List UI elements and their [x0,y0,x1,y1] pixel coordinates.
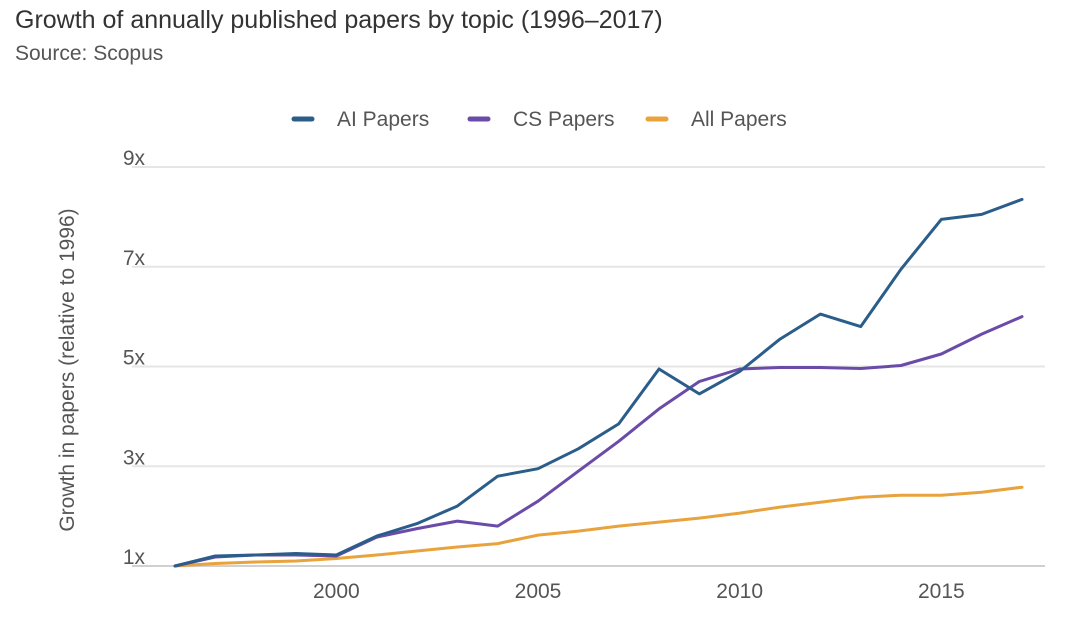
gridlines [132,166,1045,567]
series-line-all-papers [173,485,1024,568]
series-lines [173,197,1024,568]
chart-title: Growth of annually published papers by t… [15,6,663,34]
legend: AI Papers CS Papers All Papers [291,108,787,131]
legend-label: AI Papers [337,108,429,131]
x-tick-label: 2015 [918,580,965,603]
chart-subtitle: Source: Scopus [15,42,164,65]
y-tick-label: 9x [123,147,146,170]
x-tick-label: 2010 [716,580,763,603]
y-axis-ticks: 1x 3x 5x 7x 9x [123,147,146,569]
y-tick-label: 3x [123,446,146,469]
legend-label: All Papers [691,108,787,131]
x-axis-ticks: 2000 2005 2010 2015 [313,580,965,603]
y-tick-label: 7x [123,247,146,270]
y-tick-label: 1x [123,546,146,569]
legend-label: CS Papers [513,108,615,131]
x-tick-label: 2000 [313,580,360,603]
x-tick-label: 2005 [515,580,562,603]
series-line-ai-papers [173,197,1024,568]
y-axis-label: Growth in papers (relative to 1996) [56,208,79,531]
y-tick-label: 5x [123,347,146,370]
